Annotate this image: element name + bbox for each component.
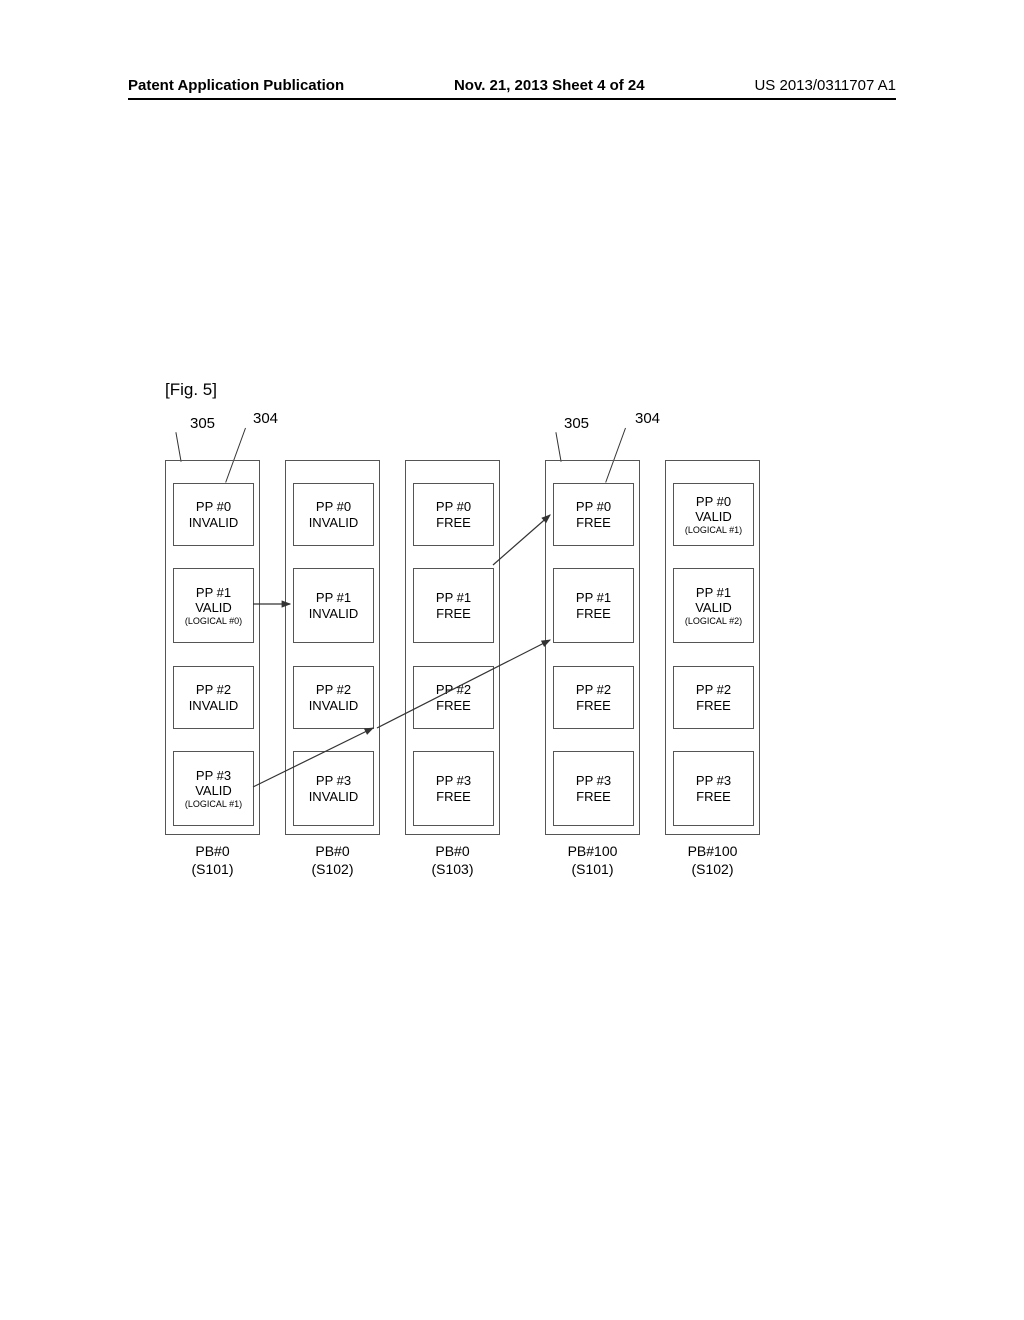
pp-id: PP #1 — [294, 590, 373, 606]
page-pp2: PP #2 INVALID — [293, 666, 374, 729]
page-pp3: PP #3 FREE — [673, 751, 754, 826]
pp-logical: (LOGICAL #1) — [674, 525, 753, 536]
pp-id: PP #2 — [414, 682, 493, 698]
page-pp2: PP #2 FREE — [553, 666, 634, 729]
pp-state: INVALID — [294, 515, 373, 531]
pp-id: PP #3 — [174, 768, 253, 784]
pp-state: FREE — [414, 515, 493, 531]
pp-id: PP #1 — [174, 585, 253, 601]
ref-304-left: 304 — [253, 410, 278, 427]
pp-state: FREE — [414, 789, 493, 805]
header-right: US 2013/0311707 A1 — [754, 77, 896, 94]
ref-305-left: 305 — [190, 415, 215, 432]
pp-state: INVALID — [174, 515, 253, 531]
pp-state: FREE — [554, 606, 633, 622]
pp-id: PP #0 — [674, 494, 753, 510]
page-pp3: PP #3 FREE — [553, 751, 634, 826]
page-pp1: PP #1 FREE — [413, 568, 494, 643]
col-label-1: PB#0 (S101) — [165, 842, 260, 878]
pp-state: FREE — [554, 789, 633, 805]
pp-state: VALID — [674, 600, 753, 616]
pb-step: (S102) — [311, 861, 353, 877]
pp-id: PP #0 — [414, 499, 493, 515]
pb-label: PB#100 — [688, 843, 738, 859]
page-pp2: PP #2 INVALID — [173, 666, 254, 729]
pp-id: PP #0 — [554, 499, 633, 515]
page-pp1: PP #1 VALID (LOGICAL #2) — [673, 568, 754, 643]
pp-id: PP #2 — [294, 682, 373, 698]
ref-304-right: 304 — [635, 410, 660, 427]
pp-state: INVALID — [294, 789, 373, 805]
block-pb100-s102: PP #0 VALID (LOGICAL #1) PP #1 VALID (LO… — [665, 460, 760, 835]
pb-label: PB#0 — [315, 843, 349, 859]
page-pp3: PP #3 FREE — [413, 751, 494, 826]
page-pp0: PP #0 FREE — [553, 483, 634, 546]
ref-305-right: 305 — [564, 415, 589, 432]
header-divider — [128, 98, 896, 100]
page-pp1: PP #1 INVALID — [293, 568, 374, 643]
pp-state: VALID — [174, 600, 253, 616]
pp-logical: (LOGICAL #2) — [674, 616, 753, 627]
page-pp1: PP #1 FREE — [553, 568, 634, 643]
pb-label: PB#100 — [568, 843, 618, 859]
lead-305b — [555, 432, 561, 462]
pp-id: PP #1 — [554, 590, 633, 606]
page-pp0: PP #0 INVALID — [293, 483, 374, 546]
header-left: Patent Application Publication — [128, 77, 344, 94]
pp-state: FREE — [554, 698, 633, 714]
pp-state: FREE — [414, 606, 493, 622]
pp-id: PP #3 — [294, 773, 373, 789]
pp-state: FREE — [674, 789, 753, 805]
col-label-3: PB#0 (S103) — [405, 842, 500, 878]
pp-state: INVALID — [174, 698, 253, 714]
pp-id: PP #3 — [414, 773, 493, 789]
pp-state: INVALID — [294, 606, 373, 622]
pb-step: (S102) — [691, 861, 733, 877]
page-pp3: PP #3 INVALID — [293, 751, 374, 826]
page-pp1: PP #1 VALID (LOGICAL #0) — [173, 568, 254, 643]
page-header: Patent Application Publication Nov. 21, … — [0, 77, 1024, 94]
pb-label: PB#0 — [435, 843, 469, 859]
pp-id: PP #3 — [554, 773, 633, 789]
pp-state: FREE — [414, 698, 493, 714]
page-pp0: PP #0 INVALID — [173, 483, 254, 546]
page-pp3: PP #3 VALID (LOGICAL #1) — [173, 751, 254, 826]
pp-id: PP #0 — [294, 499, 373, 515]
pb-step: (S101) — [191, 861, 233, 877]
pp-id: PP #2 — [554, 682, 633, 698]
page-pp0: PP #0 VALID (LOGICAL #1) — [673, 483, 754, 546]
block-pb0-s101: PP #0 INVALID PP #1 VALID (LOGICAL #0) P… — [165, 460, 260, 835]
pp-id: PP #1 — [674, 585, 753, 601]
pp-id: PP #1 — [414, 590, 493, 606]
pp-state: VALID — [174, 783, 253, 799]
page-pp2: PP #2 FREE — [413, 666, 494, 729]
pb-step: (S101) — [571, 861, 613, 877]
lead-305a — [175, 432, 181, 462]
col-label-4: PB#100 (S101) — [545, 842, 640, 878]
pp-state: INVALID — [294, 698, 373, 714]
pp-state: FREE — [674, 698, 753, 714]
header-center: Nov. 21, 2013 Sheet 4 of 24 — [454, 77, 645, 94]
arrow-3 — [493, 515, 550, 565]
col-label-5: PB#100 (S102) — [665, 842, 760, 878]
pp-logical: (LOGICAL #1) — [174, 799, 253, 810]
figure-label: [Fig. 5] — [165, 380, 217, 400]
pp-id: PP #2 — [174, 682, 253, 698]
pb-step: (S103) — [431, 861, 473, 877]
pb-label: PB#0 — [195, 843, 229, 859]
pp-id: PP #0 — [174, 499, 253, 515]
col-label-2: PB#0 (S102) — [285, 842, 380, 878]
pp-state: FREE — [554, 515, 633, 531]
pp-logical: (LOGICAL #0) — [174, 616, 253, 627]
pp-id: PP #3 — [674, 773, 753, 789]
pp-id: PP #2 — [674, 682, 753, 698]
page-pp2: PP #2 FREE — [673, 666, 754, 729]
page-pp0: PP #0 FREE — [413, 483, 494, 546]
block-pb0-s102: PP #0 INVALID PP #1 INVALID PP #2 INVALI… — [285, 460, 380, 835]
block-pb0-s103: PP #0 FREE PP #1 FREE PP #2 FREE PP #3 F… — [405, 460, 500, 835]
block-pb100-s101: PP #0 FREE PP #1 FREE PP #2 FREE PP #3 F… — [545, 460, 640, 835]
pp-state: VALID — [674, 509, 753, 525]
